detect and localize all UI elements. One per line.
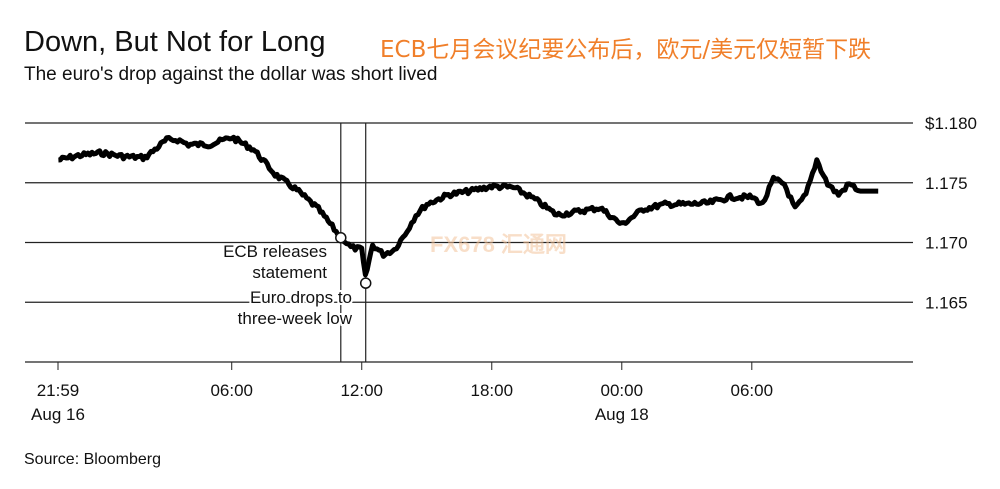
y-tick-label: $1.180 [925,114,977,133]
x-tick-label: 06:00 [731,381,774,400]
x-tick-label: 00:00 [601,381,644,400]
annotation-marker [335,231,347,244]
y-tick-label: 1.175 [925,174,968,193]
x-tick-label: 18:00 [470,381,513,400]
x-tick-sublabel: Aug 18 [595,405,649,424]
x-tick-label: 06:00 [210,381,253,400]
x-tick-sublabel: Aug 16 [31,405,85,424]
annotation-label: statement [252,263,327,282]
annotation-label: three-week low [238,309,353,328]
y-tick-label: 1.170 [925,234,968,253]
y-tick-label: 1.165 [925,293,968,312]
x-tick-label: 21:59 [37,381,80,400]
chart-overlay-title: ECB七月会议纪要公布后，欧元/美元仅短暂下跌 [380,37,872,63]
chart-title: Down, But Not for Long [24,26,326,58]
chart-subtitle: The euro's drop against the dollar was s… [24,64,438,85]
source-note: Source: Bloomberg [24,451,161,468]
annotation-label: ECB releases [223,242,327,261]
annotation-marker [359,277,372,289]
watermark-logo: FX678 汇通网 [430,232,567,257]
x-tick-label: 12:00 [340,381,383,400]
annotation-label: Euro drops to [250,288,352,307]
series-line [57,134,879,278]
